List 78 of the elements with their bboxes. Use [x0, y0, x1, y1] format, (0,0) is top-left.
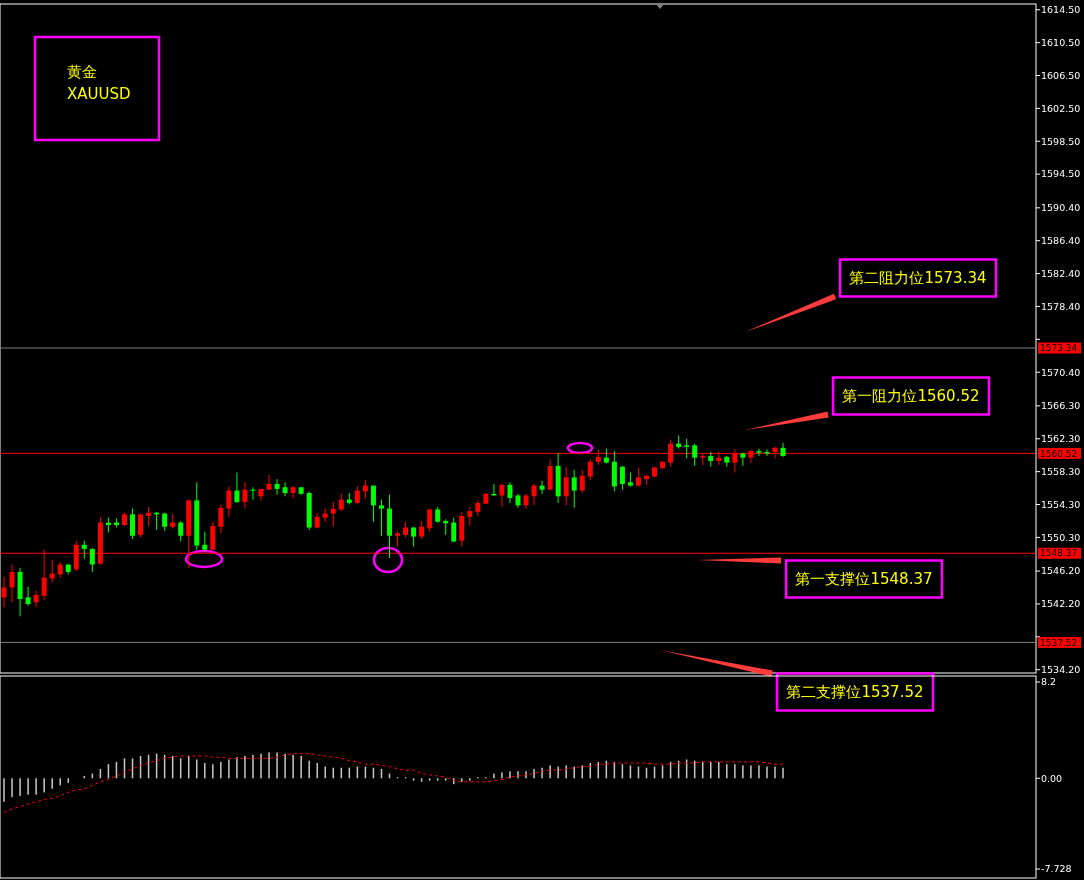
annotation: 第一支撑位1548.37	[795, 570, 933, 589]
line-series	[3, 753, 784, 813]
candlestick	[234, 471, 240, 504]
y-tick-label: 1534.20	[1041, 664, 1081, 676]
candlestick	[579, 469, 585, 494]
text: XAUUSD	[67, 85, 131, 103]
candlestick	[210, 521, 216, 551]
candlestick	[740, 452, 746, 467]
candlestick	[756, 448, 762, 457]
candlestick	[547, 458, 553, 491]
y-tick-label: 1566.30	[1041, 400, 1081, 412]
candlestick	[354, 485, 360, 506]
candlestick	[218, 504, 224, 534]
y-tick-label: 8.2	[1041, 676, 1057, 688]
y-tick-label: 1590.40	[1041, 202, 1081, 214]
y-tick-label: 1550.30	[1041, 531, 1081, 543]
y-tick-label: 1586.40	[1041, 235, 1081, 247]
candlestick	[9, 564, 15, 603]
y-tick-label: 1578.40	[1041, 300, 1081, 312]
candlestick	[692, 443, 698, 467]
ref-line-label: 1573.34	[1040, 343, 1078, 354]
y-tick-label: 1606.50	[1041, 69, 1081, 81]
candlestick	[451, 517, 457, 543]
y-tick-label: 1614.50	[1041, 4, 1081, 16]
y-tick-label: 1598.50	[1041, 135, 1081, 147]
candlestick	[684, 438, 690, 459]
candlestick	[290, 485, 296, 499]
candlestick	[226, 485, 232, 518]
candlestick	[370, 485, 376, 523]
candlestick	[282, 481, 288, 497]
candlestick	[89, 547, 95, 573]
annotation: 第二阻力位1573.34	[849, 269, 987, 288]
y-tick-label: 1546.20	[1041, 565, 1081, 577]
candlestick	[764, 448, 770, 457]
y-tick-label: 1582.40	[1041, 267, 1081, 279]
candlestick	[1, 576, 7, 608]
candlestick	[587, 458, 593, 481]
annotation: 第二支撑位1537.52	[786, 683, 924, 702]
y-tick-label: 1554.30	[1041, 498, 1081, 510]
y-tick-label: 1570.40	[1041, 366, 1081, 378]
y-tick-label: 0.00	[1041, 772, 1063, 784]
candlestick	[571, 469, 577, 509]
candlestick	[266, 474, 272, 491]
candlestick	[242, 481, 248, 510]
candlestick	[563, 466, 569, 506]
candlestick	[33, 590, 39, 608]
ref-line-label: 1537.52	[1040, 637, 1078, 648]
candlestick	[274, 478, 280, 496]
candlestick	[378, 499, 384, 537]
candlestick	[250, 486, 256, 501]
annotation: 第一阻力位1560.52	[842, 387, 980, 406]
candlestick	[499, 483, 505, 508]
candlestick	[539, 480, 545, 495]
ref-line-label: 1548.37	[1040, 548, 1078, 559]
candlestick	[178, 520, 184, 542]
y-tick-label: 1610.50	[1041, 36, 1081, 48]
text: 黄金	[67, 63, 97, 81]
y-tick-label: 1558.30	[1041, 465, 1081, 477]
y-tick-label: 1562.30	[1041, 433, 1081, 445]
y-tick-label: -7.728	[1041, 863, 1072, 875]
ref-line-label: 1560.52	[1040, 448, 1078, 459]
candlestick	[330, 501, 336, 528]
candlestick	[162, 512, 168, 532]
candlestick	[146, 506, 152, 527]
y-tick-label: 1542.20	[1041, 598, 1081, 610]
candlestick	[411, 526, 417, 547]
candlestick	[419, 520, 425, 540]
candlestick	[531, 483, 537, 506]
candlestick	[25, 586, 31, 607]
candlestick	[138, 513, 144, 538]
candlestick	[507, 481, 513, 504]
candlestick	[202, 531, 208, 552]
y-tick-label: 1594.50	[1041, 168, 1081, 180]
candlestick	[130, 508, 136, 540]
y-tick-label: 1602.50	[1041, 102, 1081, 114]
candlestick	[467, 506, 473, 527]
candlestick	[81, 540, 87, 560]
candlestick	[619, 465, 625, 491]
